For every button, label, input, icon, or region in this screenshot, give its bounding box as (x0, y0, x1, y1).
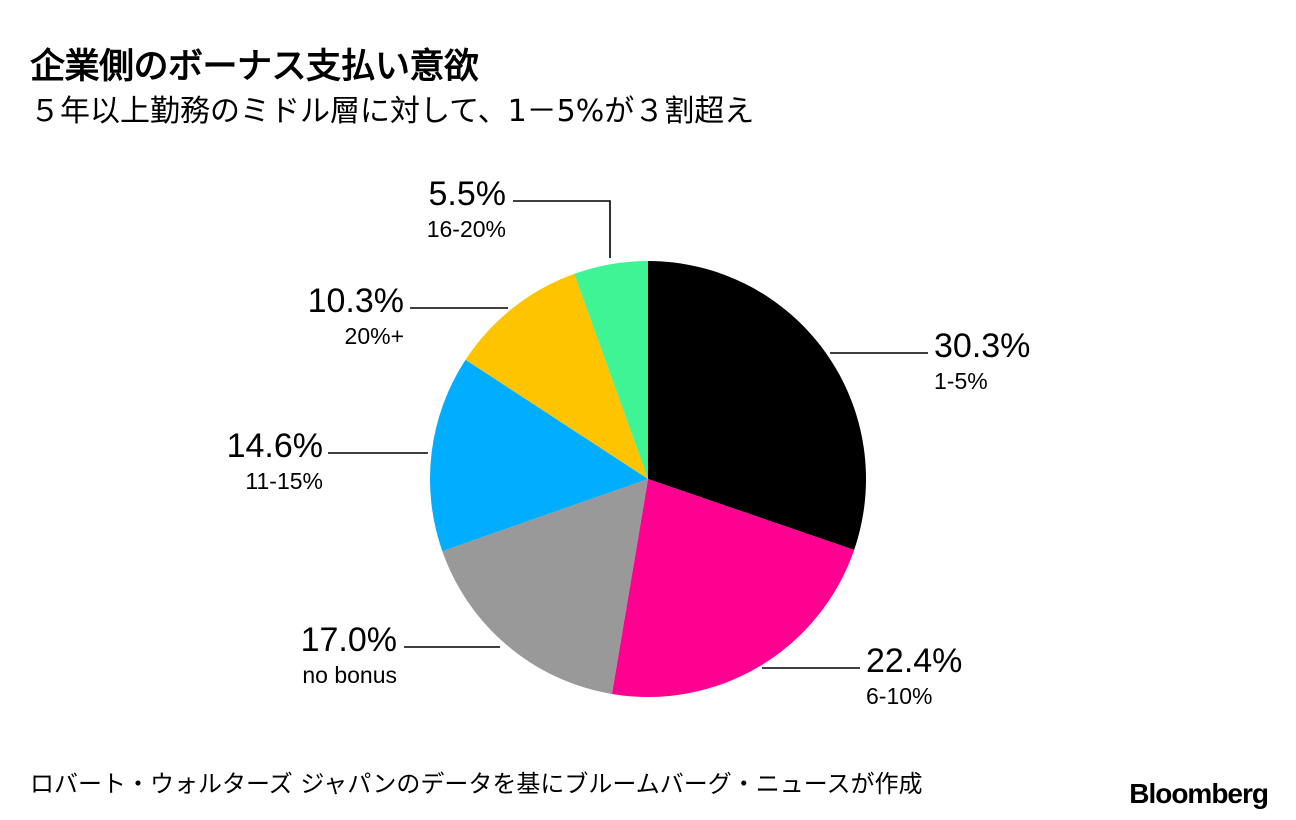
slice-percent-label: 17.0% (301, 621, 397, 659)
slice-category-label: 11-15% (245, 468, 323, 494)
pie-slice-16-20 (574, 261, 648, 479)
chart-subtitle: ５年以上勤務のミドル層に対して、1－5%が３割超え (30, 94, 755, 129)
slice-category-label: 20%+ (345, 323, 404, 349)
slice-category-label: 6-10% (866, 683, 932, 709)
slice-percent-label: 10.3% (308, 282, 404, 320)
pie-slice-1-5 (648, 261, 867, 550)
slice-category-label: 1-5% (934, 368, 988, 394)
bloomberg-logo: Bloomberg (1129, 778, 1269, 809)
leader-line-16-20 (513, 200, 611, 258)
pie-slices (430, 261, 867, 697)
slice-percent-label: 30.3% (934, 327, 1030, 365)
slice-category-label: no bonus (302, 662, 397, 688)
pie-slice-6-10 (611, 479, 855, 697)
pie-slice-11-15 (430, 359, 648, 552)
chart-title: 企業側のボーナス支払い意欲 (30, 47, 479, 87)
slice-percent-label: 5.5% (429, 175, 507, 213)
pie-slice-20 (465, 273, 648, 479)
slice-labels: 30.3% 1-5% 22.4% 6-10% 17.0% no bonus 14.6% 11-… (227, 175, 1031, 709)
pie-slice-no-bonus (442, 479, 648, 694)
slice-category-label: 16-20% (427, 216, 506, 242)
slice-percent-label: 14.6% (227, 427, 323, 465)
leader-lines (328, 200, 928, 669)
slice-percent-label: 22.4% (866, 642, 962, 680)
source-note: ロバート・ウォルターズ ジャパンのデータを基にブルームバーグ・ニュースが作成 (30, 770, 923, 798)
